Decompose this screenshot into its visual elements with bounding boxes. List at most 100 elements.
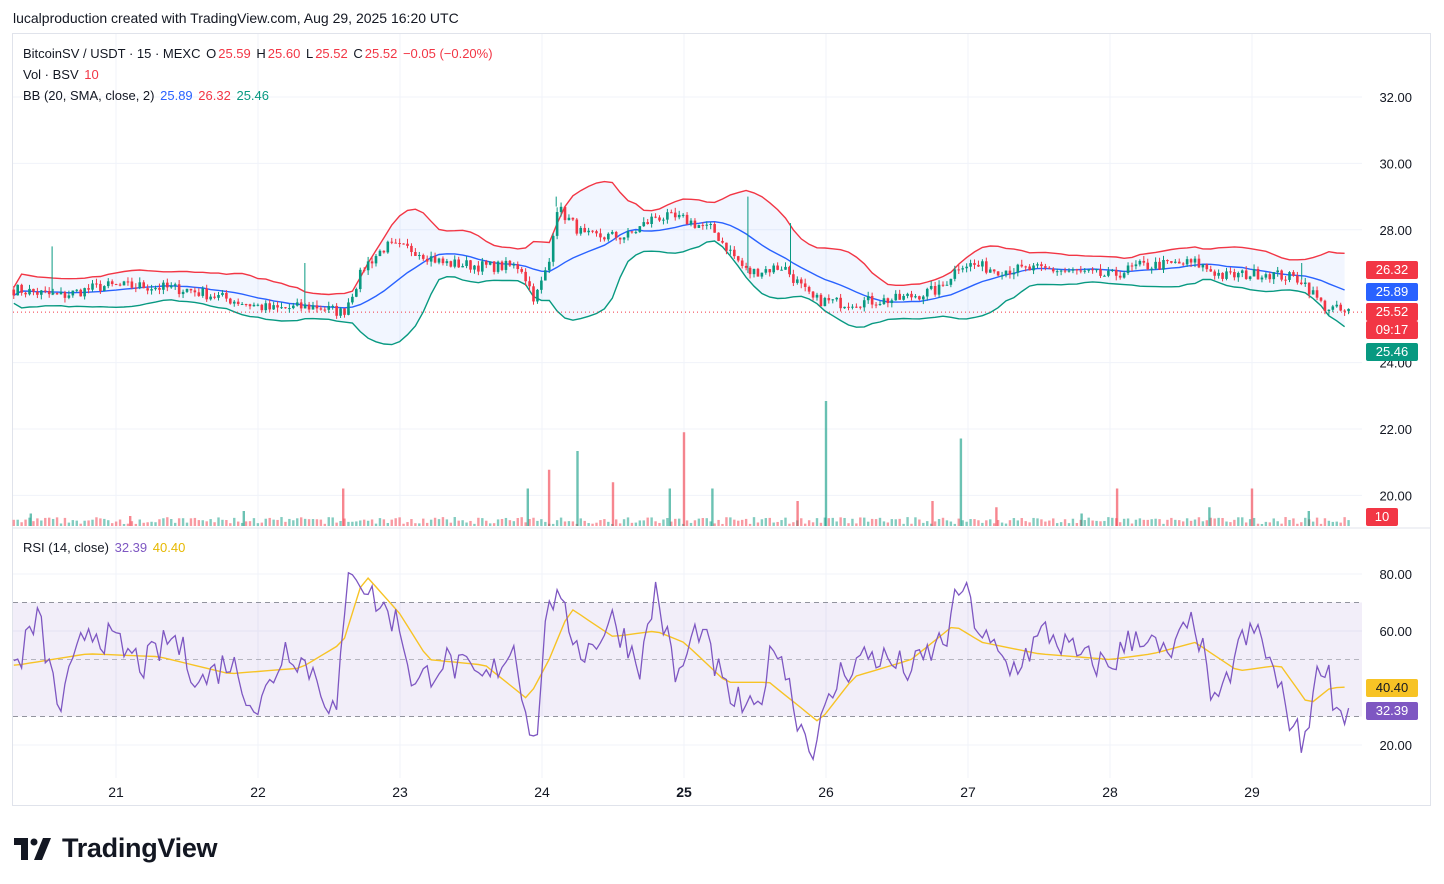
candle-body [1004, 270, 1008, 276]
candle-body [276, 305, 279, 308]
volume-bar [595, 522, 598, 526]
candle-body [449, 261, 453, 267]
candle-body [551, 235, 555, 262]
volume-bar [1181, 521, 1185, 526]
candle-body [949, 278, 953, 285]
candle-body [213, 296, 216, 298]
volume-bar [1178, 520, 1181, 526]
candle-body [740, 260, 744, 266]
candle-body [55, 293, 59, 295]
candle-body [544, 270, 547, 281]
candle-body [315, 305, 319, 309]
volume-bar [1248, 519, 1252, 526]
volume-bar [331, 517, 334, 526]
candle-body [1181, 263, 1185, 265]
candle-body [1044, 266, 1047, 268]
volume-bar [1292, 518, 1295, 526]
volume-bar [571, 521, 575, 526]
volume-bar [780, 520, 783, 526]
candle-body [1075, 269, 1079, 271]
candle-body [662, 219, 665, 221]
candle-body [421, 255, 425, 259]
volume-bar [945, 520, 949, 526]
volume-spike-bar [342, 488, 345, 526]
candle-body [878, 303, 882, 306]
candle-body [221, 292, 224, 296]
candle-body [1067, 270, 1071, 272]
volume-bar [410, 519, 413, 526]
volume-bar [370, 519, 374, 526]
candle-body [1335, 304, 1339, 307]
candle-body [697, 225, 701, 228]
candle-body [201, 288, 205, 296]
candle-body [319, 308, 323, 310]
candle-body [1280, 270, 1283, 280]
candle-body [870, 296, 874, 305]
candle-body [626, 231, 630, 238]
open-value: 25.59 [218, 46, 251, 61]
candle-body [390, 241, 394, 243]
volume-bar [583, 520, 586, 526]
volume-bar [142, 522, 145, 526]
candle-body [114, 284, 118, 286]
volume-bar [288, 518, 291, 526]
volume-bar [130, 521, 134, 526]
candle-body [1300, 282, 1303, 284]
candle-body [988, 269, 992, 273]
volume-spike-bar [242, 511, 245, 526]
volume-bar [622, 519, 626, 526]
candle-body [1087, 269, 1090, 271]
candle-body [244, 304, 248, 306]
candle-body [351, 296, 354, 303]
volume-bar [803, 523, 807, 526]
volume-bar [1020, 518, 1023, 526]
candle-body [193, 290, 197, 293]
volume-bar [485, 520, 488, 526]
candle-body [36, 291, 39, 295]
candle-body [803, 283, 807, 287]
volume-bar [520, 517, 523, 526]
volume-bar [835, 521, 838, 526]
candle-body [890, 300, 894, 304]
volume-badge: 10 [1366, 508, 1398, 526]
volume-bar [437, 519, 441, 526]
candle-body [634, 232, 638, 234]
y-tick-label: 28.00 [1379, 223, 1412, 238]
volume-bar [579, 518, 582, 526]
volume-bar [429, 519, 433, 526]
candle-body [713, 224, 716, 233]
candle-body [106, 281, 110, 287]
volume-bar [1185, 518, 1189, 526]
candle-body [650, 216, 653, 224]
candle-body [1118, 275, 1122, 278]
volume-bar [197, 520, 201, 526]
volume-spike-bar [1115, 488, 1119, 526]
volume-bar [134, 523, 138, 526]
candle-body [748, 267, 752, 275]
candle-body [229, 298, 232, 304]
volume-bar [95, 517, 98, 526]
volume-bar [756, 522, 760, 526]
candle-body [646, 222, 649, 224]
candle-body [996, 271, 1000, 276]
volume-spike-bar [1080, 513, 1083, 526]
volume-bar [1252, 517, 1256, 526]
candle-body [32, 288, 35, 292]
volume-bar [296, 518, 299, 526]
volume-bar [638, 520, 642, 526]
volume-bar [1323, 518, 1327, 526]
volume-bar [599, 520, 602, 526]
bb-lower-badge: 25.46 [1366, 343, 1418, 361]
volume-bar [1012, 518, 1016, 526]
volume-bar [528, 519, 531, 526]
candle-body [1185, 259, 1189, 265]
volume-bar [449, 522, 453, 526]
brand-logo[interactable]: TradingView [14, 833, 218, 864]
volume-bar [914, 517, 917, 526]
volume-bar [989, 519, 992, 526]
volume-bar [47, 517, 51, 526]
volume-bar [473, 523, 476, 526]
candle-body [859, 306, 862, 308]
close-value: 25.52 [364, 46, 398, 61]
